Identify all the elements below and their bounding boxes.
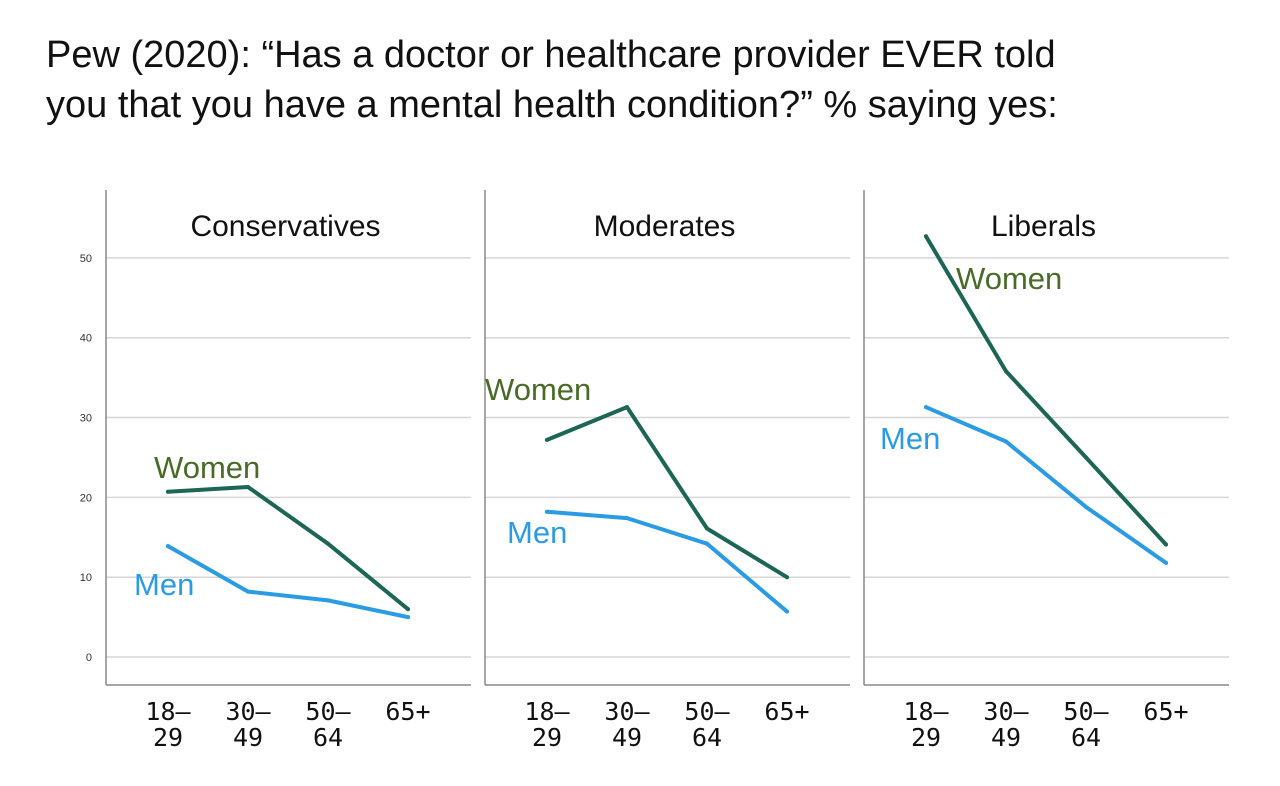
- panel-title: Moderates: [594, 210, 736, 243]
- data-point-women: [1164, 542, 1168, 547]
- x-tick-label: 50– 64: [684, 697, 730, 752]
- data-point-men: [166, 544, 170, 549]
- series-label-men: Men: [880, 421, 940, 456]
- x-tick-label: 50– 64: [1063, 697, 1109, 752]
- data-point-women: [166, 489, 170, 494]
- data-point-women: [406, 607, 410, 612]
- y-tick-label: 0: [86, 652, 92, 664]
- data-point-women: [785, 575, 789, 580]
- chart-title: Pew (2020): “Has a doctor or healthcare …: [46, 30, 1246, 130]
- x-tick-label: 18– 29: [145, 697, 191, 752]
- data-point-women: [625, 405, 629, 410]
- series-label-women: Women: [485, 372, 591, 407]
- x-tick-label: 50– 64: [305, 697, 351, 752]
- data-point-men: [625, 516, 629, 521]
- data-point-women: [705, 526, 709, 531]
- panel-moderates: Moderates 18– 29 30– 49 50– 64 65+ Women Men: [484, 190, 850, 752]
- data-point-women: [924, 234, 928, 239]
- panel-title: Liberals: [991, 210, 1096, 243]
- x-tick-label: 30– 49: [983, 697, 1029, 752]
- series-line-women: [545, 405, 789, 580]
- data-point-men: [326, 598, 330, 603]
- data-point-women: [545, 437, 549, 442]
- y-tick-label: 20: [80, 492, 92, 504]
- panel-title: Conservatives: [190, 210, 380, 243]
- data-point-men: [1084, 504, 1088, 509]
- title-line-2: you that you have a mental health condit…: [46, 84, 1058, 126]
- data-point-men: [924, 405, 928, 410]
- series-label-women: Women: [154, 450, 260, 485]
- panel-liberals: Liberals 18– 29 30– 49 50– 64 65+ Women Men: [863, 190, 1229, 752]
- data-point-women: [326, 541, 330, 546]
- series-line-men: [166, 544, 410, 620]
- series-label-men: Men: [134, 567, 194, 602]
- y-tick-label: 50: [80, 253, 92, 265]
- y-tick-label: 10: [80, 572, 92, 584]
- data-point-men: [1164, 560, 1168, 565]
- series-label-men: Men: [507, 515, 567, 550]
- x-tick-label: 65+: [764, 697, 809, 726]
- data-point-women: [246, 485, 250, 489]
- series-line-women: [924, 234, 1168, 547]
- x-tick-label: 18– 29: [524, 697, 570, 752]
- y-tick-label: 40: [80, 333, 92, 345]
- data-point-men: [1004, 439, 1008, 444]
- data-point-men: [705, 541, 709, 546]
- data-point-men: [246, 589, 250, 594]
- title-line-1: Pew (2020): “Has a doctor or healthcare …: [46, 34, 1056, 76]
- series-line-men: [545, 509, 789, 614]
- data-point-men: [785, 609, 789, 614]
- data-point-women: [1084, 455, 1088, 460]
- y-tick-label: 30: [80, 413, 92, 425]
- series-line-women: [166, 485, 410, 612]
- x-tick-label: 30– 49: [225, 697, 271, 752]
- series-label-women: Women: [956, 261, 1062, 296]
- data-point-men: [545, 509, 549, 514]
- x-tick-label: 65+: [1143, 697, 1188, 726]
- x-tick-label: 30– 49: [604, 697, 650, 752]
- x-tick-label: 65+: [385, 697, 430, 726]
- data-point-men: [406, 615, 410, 620]
- x-tick-label: 18– 29: [903, 697, 949, 752]
- data-point-women: [1004, 369, 1008, 374]
- series-line-men: [924, 405, 1168, 565]
- panel-conservatives: Conservatives 18– 29 30– 49 50– 64 65+ Women Men: [105, 190, 471, 752]
